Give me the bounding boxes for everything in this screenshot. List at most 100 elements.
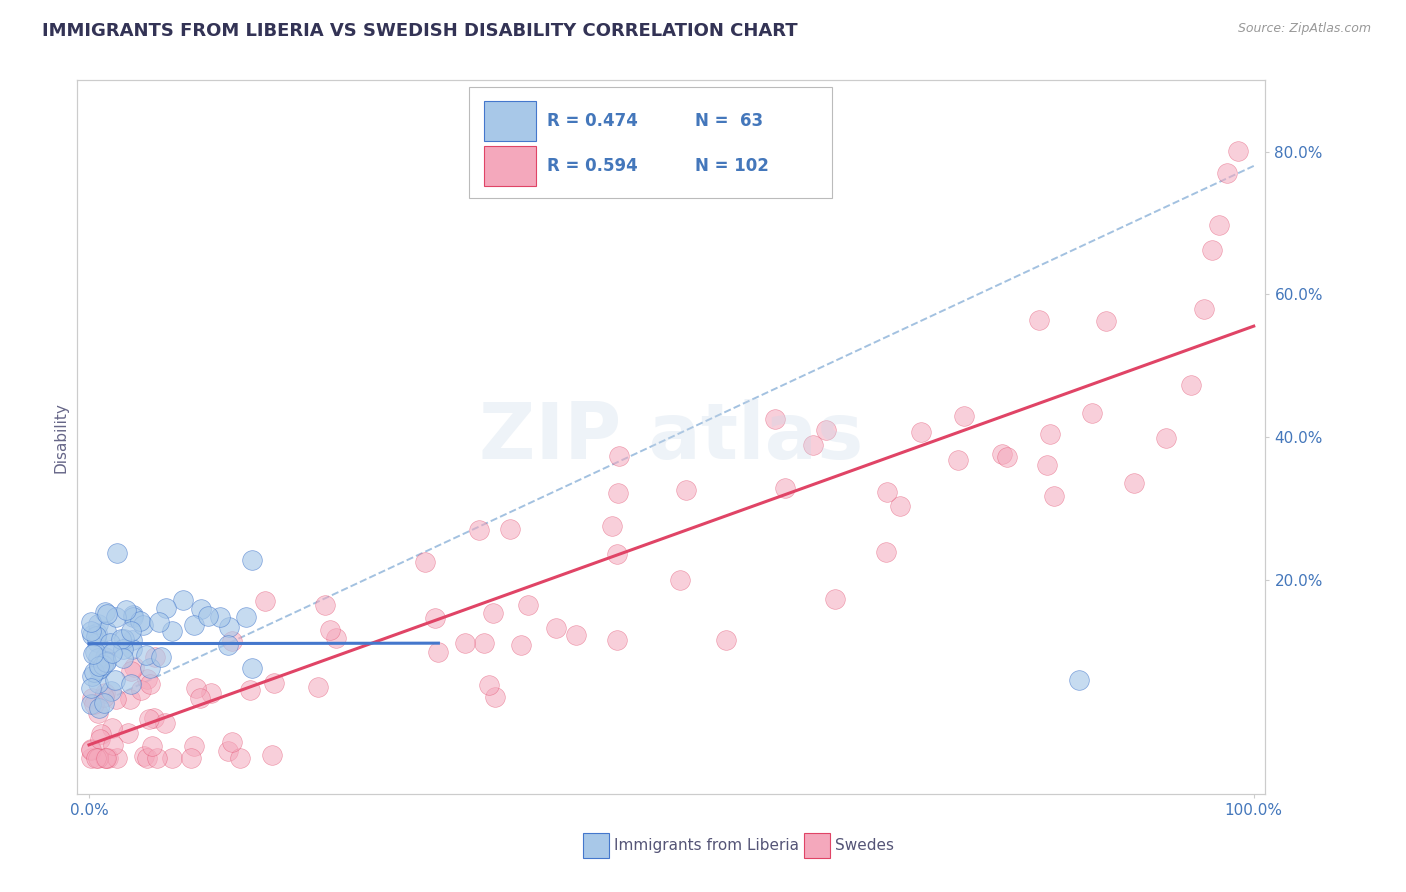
Point xyxy=(100,722,122,736)
Point xyxy=(89,731,111,746)
Point xyxy=(94,751,117,765)
Point xyxy=(87,676,110,690)
Point xyxy=(454,636,477,650)
Point xyxy=(141,739,163,753)
Text: IMMIGRANTS FROM LIBERIA VS SWEDISH DISABILITY CORRELATION CHART: IMMIGRANTS FROM LIBERIA VS SWEDISH DISAB… xyxy=(42,22,797,40)
Point xyxy=(235,610,257,624)
Point xyxy=(146,751,169,765)
Point xyxy=(1180,377,1202,392)
Point xyxy=(240,553,263,567)
Point xyxy=(1192,301,1215,316)
Point xyxy=(84,629,107,643)
Point xyxy=(105,610,128,624)
Point xyxy=(153,716,176,731)
Point xyxy=(889,499,911,513)
Point xyxy=(82,647,104,661)
Point xyxy=(104,673,127,688)
Point xyxy=(97,751,120,765)
Point xyxy=(89,662,111,676)
Text: R = 0.594: R = 0.594 xyxy=(547,157,637,175)
Point xyxy=(91,657,114,672)
Point xyxy=(180,751,202,765)
Point xyxy=(149,650,172,665)
Point xyxy=(105,546,128,560)
Point xyxy=(190,691,212,706)
Point xyxy=(118,691,141,706)
Text: Source: ZipAtlas.com: Source: ZipAtlas.com xyxy=(1237,22,1371,36)
Point xyxy=(101,646,124,660)
Point xyxy=(200,686,222,700)
Point xyxy=(139,661,162,675)
Y-axis label: Disability: Disability xyxy=(53,401,69,473)
Point xyxy=(773,482,796,496)
Point xyxy=(122,608,145,623)
Point xyxy=(875,545,897,559)
Point xyxy=(314,598,336,612)
Point xyxy=(197,608,219,623)
Point xyxy=(1043,489,1066,503)
Point xyxy=(325,631,347,645)
Point xyxy=(143,650,166,665)
Point xyxy=(1081,406,1104,420)
Point xyxy=(995,450,1018,465)
Point xyxy=(183,618,205,632)
Point xyxy=(132,748,155,763)
Point xyxy=(1039,427,1062,442)
Point xyxy=(80,743,103,757)
Point xyxy=(86,626,108,640)
Point xyxy=(876,485,898,500)
Point xyxy=(319,623,342,637)
Text: N =  63: N = 63 xyxy=(695,112,763,130)
Point xyxy=(138,713,160,727)
Point xyxy=(94,650,117,665)
Point xyxy=(98,636,121,650)
Point xyxy=(121,610,143,624)
Point xyxy=(948,453,970,467)
Point xyxy=(84,645,107,659)
Point xyxy=(96,655,118,669)
Text: N = 102: N = 102 xyxy=(695,157,769,175)
Point xyxy=(162,751,184,765)
Point xyxy=(135,648,157,662)
Point xyxy=(155,600,177,615)
Point xyxy=(93,690,115,704)
Point xyxy=(136,751,159,765)
Point xyxy=(763,412,786,426)
Point xyxy=(103,738,125,752)
Point xyxy=(83,665,105,679)
Point xyxy=(1028,312,1050,326)
Point xyxy=(94,624,117,638)
Point xyxy=(84,751,107,765)
Point xyxy=(80,742,103,756)
Point xyxy=(86,650,108,665)
Point xyxy=(115,603,138,617)
Point xyxy=(824,592,846,607)
Point xyxy=(94,605,117,619)
Point xyxy=(120,624,142,638)
Point xyxy=(607,450,630,464)
Point xyxy=(80,751,103,765)
Point xyxy=(991,447,1014,461)
Point xyxy=(423,611,446,625)
Point xyxy=(478,678,501,692)
Point xyxy=(80,624,103,639)
Text: Immigrants from Liberia: Immigrants from Liberia xyxy=(614,838,800,853)
Point xyxy=(87,706,110,720)
Point xyxy=(1123,475,1146,490)
Point xyxy=(83,697,105,711)
Point xyxy=(1036,458,1059,472)
Point xyxy=(100,684,122,698)
Point xyxy=(80,690,103,705)
Point xyxy=(307,680,329,694)
Point xyxy=(1227,144,1250,158)
Point xyxy=(89,701,111,715)
Point xyxy=(606,547,628,561)
Point xyxy=(82,669,104,683)
Point xyxy=(253,594,276,608)
FancyBboxPatch shape xyxy=(484,101,536,141)
Point xyxy=(86,751,108,765)
Point xyxy=(94,654,117,668)
Point xyxy=(96,751,118,765)
Point xyxy=(468,523,491,537)
Point xyxy=(1154,431,1177,445)
